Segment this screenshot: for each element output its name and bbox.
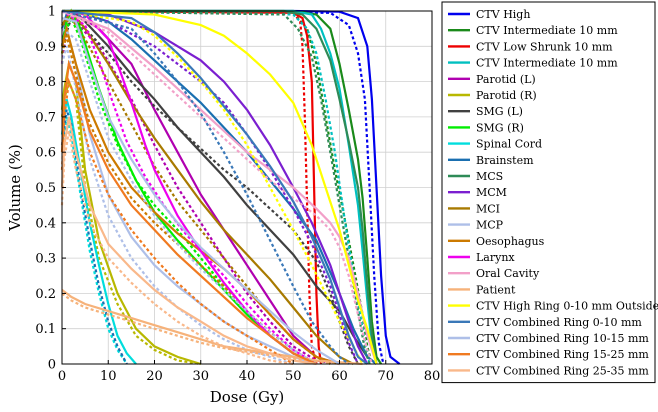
series-10-solid-line (62, 9, 378, 365)
series-15-dashed-line (61, 10, 317, 365)
legend-label: CTV High Ring 0-10 mm Outside (476, 300, 658, 313)
series-0-dashed-line (61, 9, 385, 365)
series-18-dashed-line (61, 9, 364, 365)
y-tick-label: 0.6 (35, 146, 56, 161)
series-18-solid-line (61, 9, 378, 365)
y-tick-label: 0.9 (35, 40, 56, 55)
series-2-solid-line (61, 9, 323, 365)
series-1-dashed-line (61, 9, 373, 365)
y-tick-label: 0 (48, 358, 56, 373)
series-12-solid-line (61, 9, 354, 365)
legend-label: SMG (R) (476, 121, 524, 134)
x-tick-label: 50 (285, 369, 302, 384)
y-tick-label: 0.8 (35, 75, 56, 90)
grid (61, 10, 433, 365)
x-tick-label: 40 (239, 369, 256, 384)
series-2-dashed-line (61, 9, 318, 365)
x-tick-label: 0 (58, 369, 66, 384)
legend-label: Parotid (R) (476, 89, 537, 102)
series-22-solid-line (60, 116, 317, 366)
y-tick-label: 0.1 (35, 322, 56, 337)
series-21-dashed-line (60, 77, 294, 365)
series-13-solid-line (60, 24, 317, 366)
y-tick-label: 1 (48, 5, 56, 20)
legend-label: Parotid (L) (476, 73, 536, 86)
series-16-dashed-line (61, 9, 373, 365)
legend-label: CTV Combined Ring 15-25 mm (476, 348, 649, 361)
legend-label: CTV Combined Ring 25-35 mm (476, 364, 649, 377)
series-22-dashed-line (60, 130, 294, 366)
axis-ticks: 0 10 20 30 40 50 60 70 80 0 0.1 0.2 0.3 0.4 0.5 0.6 0.7 0… (35, 5, 440, 385)
series-21-solid-line (60, 59, 317, 365)
series-lines (60, 8, 401, 366)
series-17-dashed-line (61, 292, 340, 366)
y-tick-label: 0.2 (35, 287, 56, 302)
x-tick-label: 30 (192, 369, 209, 384)
series-20-solid-line (61, 17, 341, 365)
y-axis-title: Volume (%) (6, 144, 24, 232)
legend-label: Oral Cavity (476, 267, 540, 280)
legend-label: MCS (476, 170, 503, 183)
series-19-dashed-line (61, 9, 350, 365)
legend-label: CTV Intermediate 10 mm (476, 57, 618, 70)
legend-label: MCM (476, 186, 507, 199)
series-14-dashed-line (60, 35, 317, 365)
series-5-dashed-line (60, 78, 201, 366)
series-20-dashed-line (61, 27, 317, 365)
legend-label: MCI (476, 202, 500, 215)
x-tick-label: 70 (377, 369, 394, 384)
series-11-solid-line (61, 9, 369, 365)
y-tick-label: 0.4 (35, 216, 56, 231)
y-tick-label: 0.3 (35, 252, 56, 267)
legend-frame (441, 1, 656, 384)
series-8-solid-line (60, 99, 137, 365)
legend-label: CTV Intermediate 10 mm (476, 24, 618, 37)
y-tick-label: 0.5 (35, 181, 56, 196)
series-14-solid-line (60, 24, 340, 366)
legend-label: CTV Combined Ring 0-10 mm (476, 316, 642, 329)
x-axis-title: Dose (Gy) (210, 388, 285, 406)
legend-label: Oesophagus (476, 235, 545, 248)
legend-label: Larynx (476, 251, 515, 264)
legend-label: Brainstem (476, 154, 534, 167)
legend-label: CTV Combined Ring 10-15 mm (476, 332, 649, 345)
legend-label: CTV High (476, 8, 530, 21)
x-tick-label: 80 (424, 369, 441, 384)
legend-label: Spinal Cord (476, 138, 542, 151)
y-tick-label: 0.7 (35, 110, 56, 125)
series-19-solid-line (61, 9, 368, 365)
legend-label: CTV Low Shrunk 10 mm (476, 40, 613, 53)
series-9-dashed-line (60, 109, 128, 365)
series-8-dashed-line (60, 116, 128, 365)
x-tick-label: 10 (100, 369, 117, 384)
legend: CTV High CTV Intermediate 10 mm CTV Low Sh… (441, 1, 658, 384)
series-16-solid-line (61, 9, 378, 365)
legend-label: SMG (L) (476, 105, 523, 118)
legend-label: MCP (476, 219, 504, 232)
series-7-dashed-line (60, 15, 317, 365)
x-tick-label: 60 (331, 369, 348, 384)
x-tick-label: 20 (146, 369, 163, 384)
legend-label: Patient (476, 283, 516, 296)
